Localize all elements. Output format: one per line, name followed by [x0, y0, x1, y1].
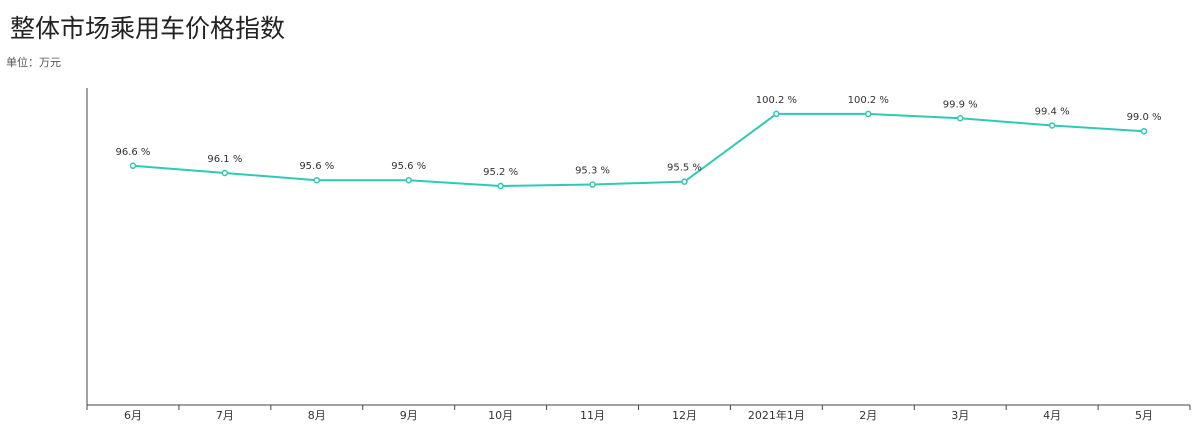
x-tick-label: 2月	[859, 409, 877, 422]
value-label: 95.6 %	[299, 161, 334, 172]
value-label: 96.1 %	[207, 154, 242, 165]
point	[865, 110, 872, 118]
x-tick-label: 4月	[1043, 409, 1061, 422]
x-tick-label: 7月	[216, 409, 234, 422]
point	[589, 181, 596, 188]
value-label: 95.2 %	[483, 167, 518, 178]
point	[405, 176, 412, 184]
point	[497, 182, 504, 190]
value-label: 96.6 %	[115, 147, 150, 158]
point	[773, 110, 780, 118]
chart-title: 整体市场乘用车价格指数	[10, 14, 285, 43]
x-tick-label: 8月	[308, 409, 326, 422]
point	[221, 169, 229, 177]
point	[956, 115, 964, 122]
point	[681, 178, 688, 185]
point	[1140, 127, 1148, 135]
chart-subtitle: 单位：万元	[6, 55, 61, 69]
point	[129, 162, 137, 170]
value-label: 99.0 %	[1127, 112, 1162, 123]
value-label: 100.2 %	[848, 95, 889, 106]
value-label: 99.9 %	[943, 99, 978, 110]
x-tick-label: 12月	[672, 409, 697, 422]
value-label: 100.2 %	[756, 95, 797, 106]
x-tick-label: 2021年1月	[748, 408, 805, 422]
point	[313, 176, 321, 184]
value-label: 95.3 %	[575, 166, 610, 177]
x-tick-label: 11月	[580, 409, 605, 422]
x-tick-label: 3月	[951, 409, 969, 422]
value-label: 99.4 %	[1035, 106, 1070, 117]
x-tick-label: 6月	[124, 409, 142, 422]
value-label: 95.6 %	[391, 161, 426, 172]
x-tick-label: 5月	[1135, 409, 1153, 422]
line	[132, 112, 1145, 187]
point	[1048, 122, 1056, 129]
x-tick-label: 9月	[400, 409, 418, 422]
x-tick-label: 10月	[488, 409, 513, 422]
value-label: 95.5 %	[667, 163, 702, 174]
